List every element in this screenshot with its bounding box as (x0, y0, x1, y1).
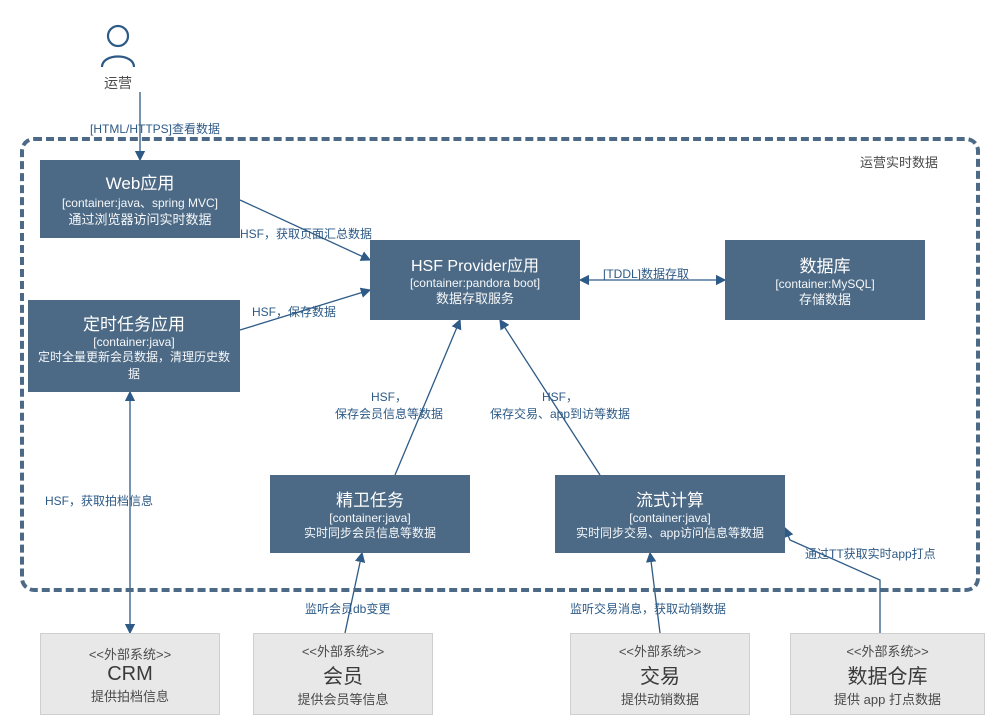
node-jw: 精卫任务[container:java]实时同步会员信息等数据 (270, 475, 470, 553)
node-timer-container: [container:java] (93, 335, 174, 349)
node-stream-desc: 实时同步交易、app访问信息等数据 (576, 525, 764, 541)
node-web: Web应用[container:java、spring MVC]通过浏览器访问实… (40, 160, 240, 238)
node-jw-desc: 实时同步会员信息等数据 (304, 525, 436, 541)
edge-timer-crm-label: HSF，获取拍档信息 (45, 492, 153, 509)
node-trade-desc: 提供动销数据 (621, 689, 699, 708)
node-crm-title: CRM (107, 663, 153, 686)
node-trade-stereotype: <<外部系统>> (619, 641, 701, 660)
node-stream: 流式计算[container:java]实时同步交易、app访问信息等数据 (555, 475, 785, 553)
node-db-container: [container:MySQL] (775, 277, 874, 291)
node-crm: <<外部系统>>CRM提供拍档信息 (40, 633, 220, 715)
edge-user-web-label: [HTML/HTTPS]查看数据 (90, 120, 220, 137)
node-web-title: Web应用 (106, 169, 175, 194)
node-web-container: [container:java、spring MVC] (62, 194, 218, 211)
edge-timer-hsf-label: HSF，保存数据 (252, 303, 336, 320)
edge-member-jw-label: 监听会员db变更 (305, 600, 390, 617)
node-member-title: 会员 (323, 660, 363, 689)
user-icon (98, 23, 138, 69)
node-db: 数据库[container:MySQL]存储数据 (725, 240, 925, 320)
node-timer-title: 定时任务应用 (83, 310, 185, 335)
node-member-desc: 提供会员等信息 (297, 689, 388, 708)
edge-web-hsf-label: HSF，获取页面汇总数据 (240, 225, 372, 242)
node-web-desc: 通过浏览器访问实时数据 (68, 211, 211, 229)
node-stream-title: 流式计算 (636, 486, 704, 511)
node-hsf-desc: 数据存取服务 (436, 290, 514, 308)
edge-trade-stream-label: 监听交易消息，获取动销数据 (570, 600, 726, 617)
node-timer: 定时任务应用[container:java]定时全量更新会员数据，清理历史数据 (28, 300, 240, 392)
actor-user-label: 运营 (98, 73, 138, 93)
frame-title: 运营实时数据 (860, 152, 938, 171)
node-jw-title: 精卫任务 (336, 486, 404, 511)
node-dw-title: 数据仓库 (848, 660, 928, 689)
node-db-title: 数据库 (800, 252, 851, 277)
node-dw-desc: 提供 app 打点数据 (834, 689, 941, 708)
node-crm-desc: 提供拍档信息 (91, 686, 169, 705)
node-member: <<外部系统>>会员提供会员等信息 (253, 633, 433, 715)
edge-dw-stream-label: 通过TT获取实时app打点 (805, 545, 936, 562)
node-hsf: HSF Provider应用[container:pandora boot]数据… (370, 240, 580, 320)
node-jw-container: [container:java] (329, 511, 410, 525)
node-dw: <<外部系统>>数据仓库提供 app 打点数据 (790, 633, 985, 715)
actor-user: 运营 (98, 23, 138, 93)
edge-jw-hsf-label: HSF， 保存会员信息等数据 (335, 388, 443, 422)
node-hsf-title: HSF Provider应用 (411, 252, 539, 276)
node-timer-desc: 定时全量更新会员数据，清理历史数据 (36, 349, 232, 381)
edge-stream-hsf-label: HSF， 保存交易、app到访等数据 (490, 388, 630, 422)
node-db-desc: 存储数据 (799, 291, 851, 309)
node-hsf-container: [container:pandora boot] (410, 276, 540, 290)
node-member-stereotype: <<外部系统>> (302, 641, 384, 660)
node-trade: <<外部系统>>交易提供动销数据 (570, 633, 750, 715)
node-crm-stereotype: <<外部系统>> (89, 644, 171, 663)
node-dw-stereotype: <<外部系统>> (846, 641, 928, 660)
edge-hsf-db-label: [TDDL]数据存取 (603, 265, 689, 282)
node-trade-title: 交易 (640, 660, 680, 689)
node-stream-container: [container:java] (629, 511, 710, 525)
